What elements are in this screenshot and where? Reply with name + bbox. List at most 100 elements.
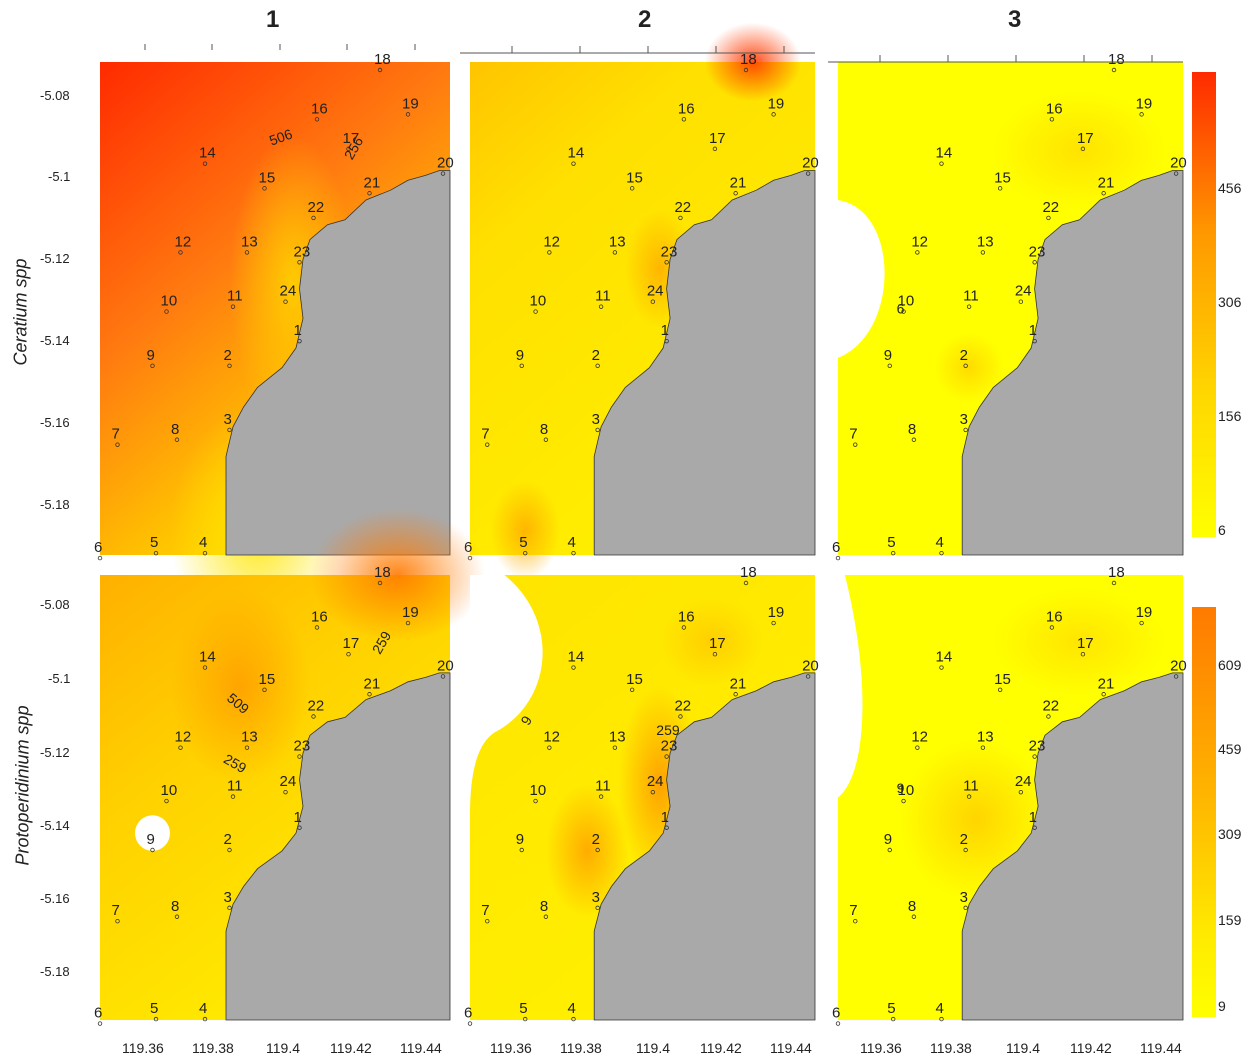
station-marker	[664, 825, 669, 830]
station-label: 20	[437, 657, 454, 674]
station-label: 17	[709, 635, 726, 652]
station-label: 6	[832, 539, 840, 556]
station-label: 12	[543, 729, 560, 746]
station-marker	[153, 1016, 159, 1022]
land-mass	[961, 170, 1184, 556]
station-marker	[1139, 620, 1144, 626]
station-label: 14	[199, 649, 216, 666]
station-marker	[1032, 338, 1037, 344]
station-marker	[939, 161, 944, 166]
station-label: 7	[112, 426, 120, 443]
xtick-c1-2: 119.38	[192, 1040, 234, 1056]
station-marker	[297, 754, 302, 759]
station-marker	[915, 250, 920, 255]
contour-label: 259	[656, 722, 680, 738]
station-marker	[901, 798, 906, 804]
station-marker	[314, 625, 320, 630]
station-marker	[174, 437, 180, 442]
station-marker	[571, 665, 576, 670]
station-marker	[966, 794, 972, 799]
xtick-c2-2: 119.38	[560, 1040, 602, 1056]
station-marker	[164, 798, 169, 804]
station-marker	[966, 304, 972, 309]
station-label: 20	[437, 155, 454, 172]
station-marker	[612, 250, 618, 255]
station-label: 11	[227, 288, 243, 305]
station-label: 15	[626, 169, 643, 186]
station-marker	[598, 304, 604, 309]
station-label: 20	[1170, 657, 1187, 674]
column-title-1: 1	[266, 6, 280, 33]
ytick-top-1: -5.08	[40, 88, 70, 103]
station-label: 21	[730, 675, 747, 692]
station-marker	[440, 171, 446, 176]
station-label: 17	[1077, 130, 1094, 147]
station-marker	[150, 847, 155, 853]
station-marker	[1101, 191, 1106, 196]
station-marker	[283, 789, 288, 795]
station-marker	[178, 250, 183, 255]
station-marker	[1046, 714, 1051, 719]
ytick-top-6: -5.18	[40, 497, 70, 512]
station-marker	[227, 363, 232, 368]
station-label: 22	[674, 698, 691, 715]
station-marker	[202, 161, 208, 166]
station-label: 8	[171, 898, 179, 915]
station-marker	[901, 309, 906, 314]
station-label: 7	[112, 902, 120, 919]
station-marker	[1018, 789, 1024, 795]
station-marker	[835, 555, 841, 561]
station-label: 23	[1029, 243, 1046, 260]
station-marker	[227, 905, 232, 911]
concentration-hotspot	[704, 22, 802, 102]
station-marker	[678, 714, 683, 719]
station-label: 14	[936, 145, 953, 162]
colorbar-ceratium-label-1: 456	[1218, 180, 1242, 196]
station-label: 19	[1136, 604, 1153, 621]
station-label: 13	[241, 233, 258, 250]
station-label: 12	[911, 729, 928, 746]
station-label: 12	[175, 233, 192, 250]
station-label: 2	[960, 831, 968, 848]
station-marker	[346, 146, 351, 152]
station-marker	[523, 550, 528, 556]
station-label: 24	[280, 773, 297, 790]
station-marker	[939, 1016, 944, 1022]
station-label: 9	[147, 831, 155, 848]
concentration-hotspot	[310, 508, 485, 642]
station-marker	[771, 620, 776, 626]
station-marker	[743, 580, 749, 586]
station-label: 11	[963, 288, 979, 305]
colorbar-ceratium-label-3: 156	[1218, 408, 1242, 424]
station-label: 22	[308, 698, 325, 715]
xtick-c3-5: 119.44	[1140, 1040, 1182, 1056]
station-label: 24	[647, 283, 664, 300]
station-label: 18	[740, 51, 757, 68]
station-label: 2	[960, 347, 968, 364]
station-label: 17	[343, 635, 360, 652]
station-label: 14	[199, 145, 216, 162]
station-marker	[887, 847, 892, 853]
station-marker	[1046, 215, 1051, 221]
station-marker	[1032, 260, 1037, 265]
station-label: 3	[960, 411, 968, 428]
station-label: 5	[150, 1000, 158, 1017]
station-marker	[519, 363, 524, 368]
station-label: 19	[402, 95, 419, 112]
station-marker	[911, 914, 917, 919]
station-marker	[405, 112, 411, 117]
colorbar-protoperidinium-label-3: 309	[1218, 826, 1242, 842]
concentration-hotspot	[934, 333, 1004, 403]
station-label: 24	[1015, 283, 1032, 300]
no-data-area	[135, 815, 170, 851]
station-label: 11	[595, 778, 611, 795]
station-marker	[202, 1016, 208, 1022]
xtick-c3-3: 119.4	[1006, 1040, 1040, 1056]
station-label: 8	[171, 421, 179, 438]
colorbar-protoperidinium	[1192, 607, 1216, 1017]
station-label: 12	[175, 729, 192, 746]
station-marker	[244, 745, 250, 750]
station-marker	[153, 550, 159, 556]
station-marker	[519, 847, 524, 853]
colorbar-protoperidinium-label-4: 159	[1218, 912, 1242, 928]
